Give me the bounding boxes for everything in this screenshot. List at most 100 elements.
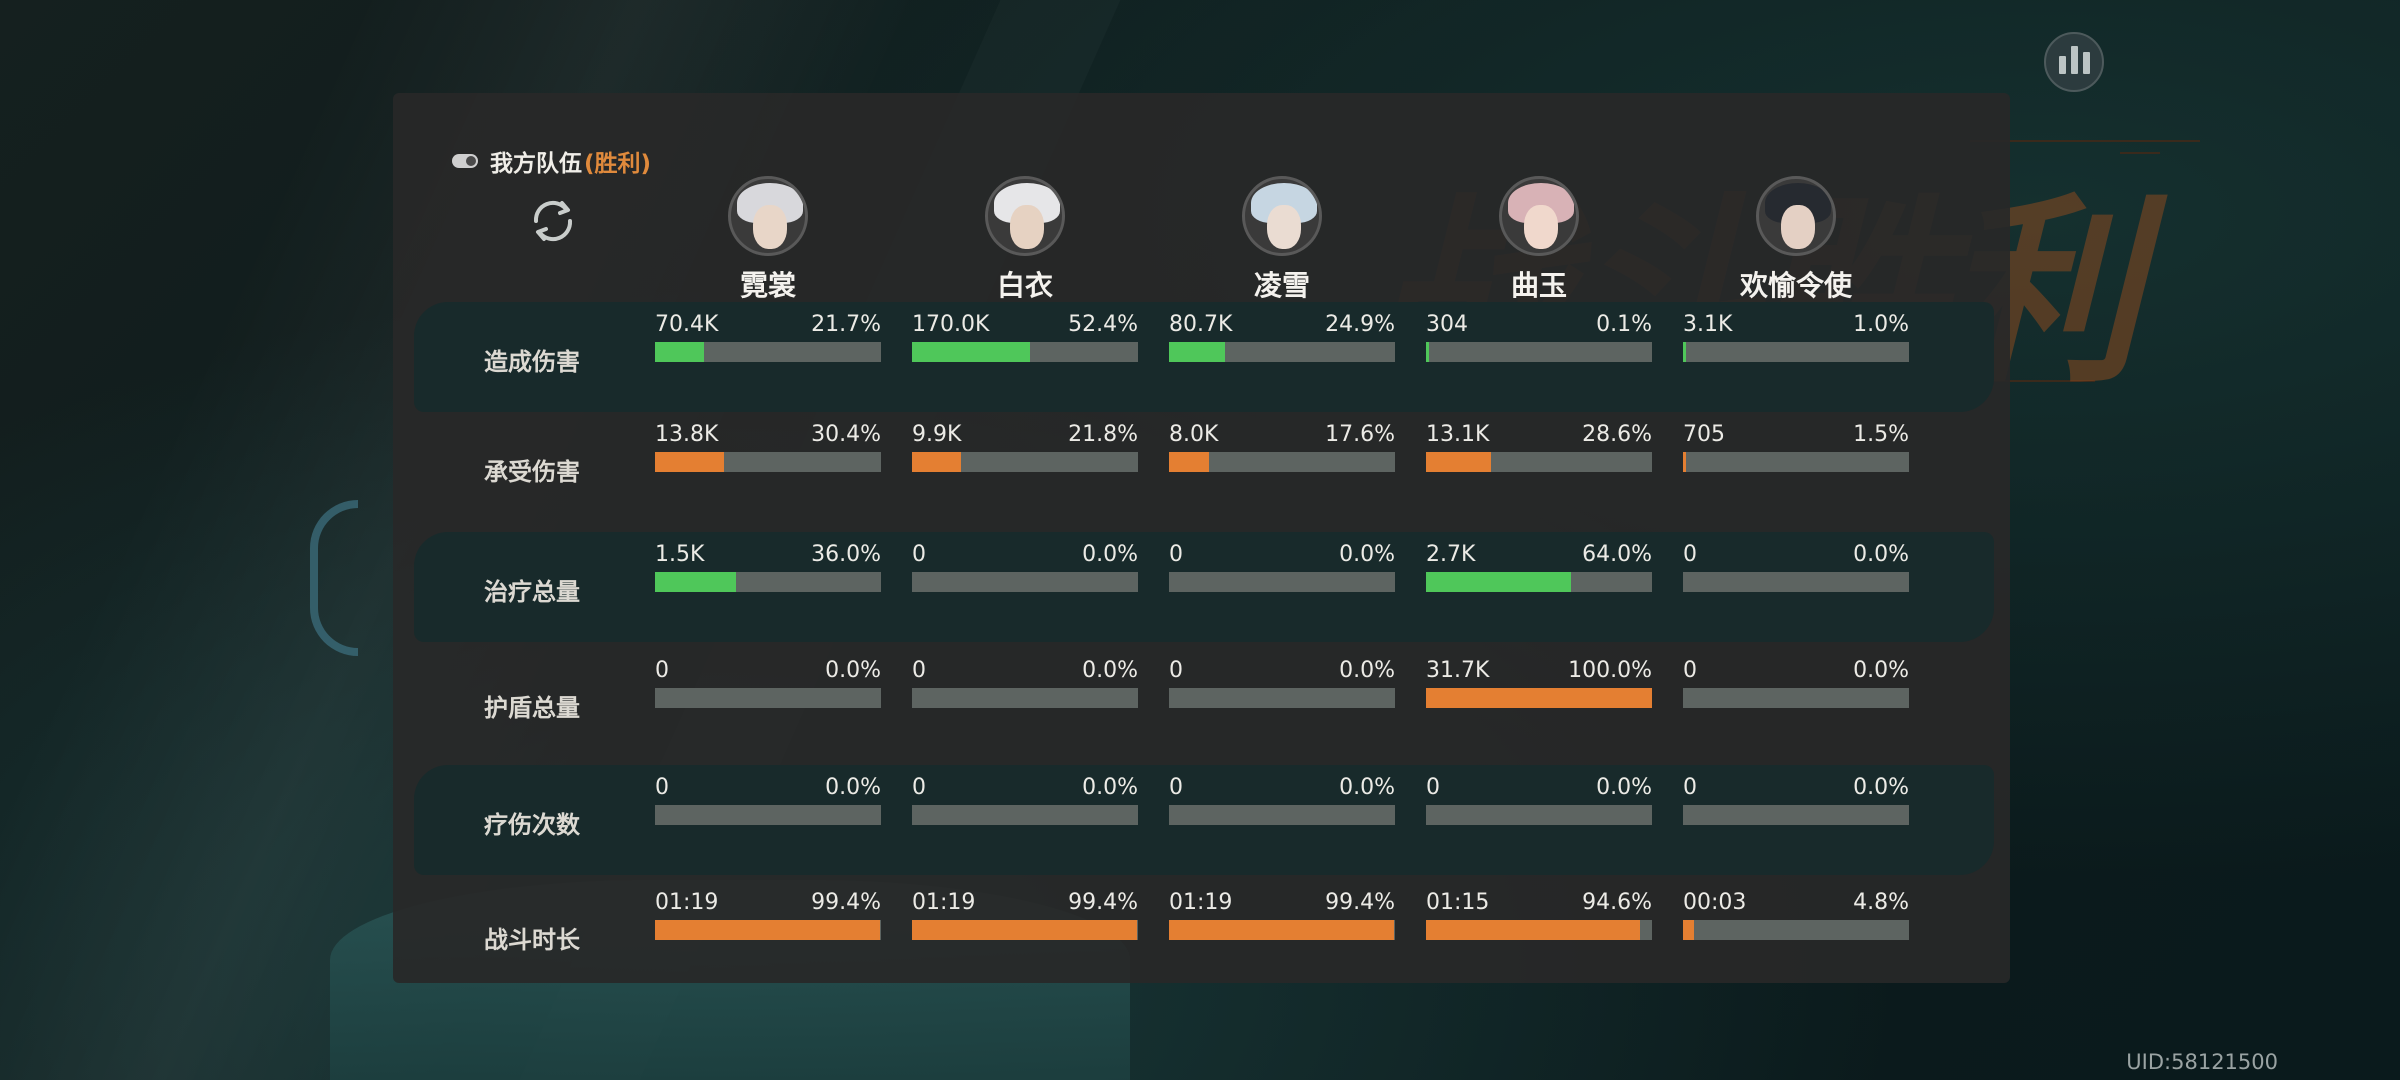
stat-bar-fill [1683,452,1687,472]
stat-bar-fill [912,342,1031,362]
stat-bar-fill [1683,920,1694,940]
stat-percent: 100.0% [1568,658,1652,683]
stat-bar-fill [1426,452,1491,472]
character-art-ribbon [310,500,358,656]
stat-bar [655,920,881,940]
character-column-0[interactable]: 霓裳 [655,176,881,304]
stat-bar [1683,688,1909,708]
stat-value: 0 [1169,542,1183,567]
bar-chart-icon[interactable] [2044,32,2104,92]
stat-value: 0 [1426,775,1440,800]
toggle-icon[interactable] [452,154,478,168]
stat-value: 705 [1683,422,1725,447]
stat-value: 01:19 [912,890,976,915]
stat-value: 304 [1426,312,1468,337]
stat-bar [655,688,881,708]
stat-row-label: 造成伤害 [484,348,580,376]
stat-row-label: 治疗总量 [484,578,580,606]
refresh-icon-graphic [533,200,573,242]
stat-bar-fill [655,572,737,592]
stat-percent: 24.9% [1325,312,1395,337]
character-avatar[interactable] [1756,176,1836,256]
stat-bar [1169,452,1395,472]
stat-bar-fill [1683,342,1687,362]
stat-value: 0 [1683,658,1697,683]
stat-percent: 99.4% [1068,890,1138,915]
stat-value: 0 [1169,658,1183,683]
character-column-4[interactable]: 欢愉令使 [1683,176,1909,304]
stat-bar [1426,572,1652,592]
stat-bar-fill [1169,342,1226,362]
stat-percent: 0.0% [1853,542,1909,567]
stat-value: 170.0K [912,312,990,337]
stat-bar [1683,920,1909,940]
stat-percent: 0.0% [1853,775,1909,800]
stat-value: 00:03 [1683,890,1747,915]
stat-value: 0 [1683,775,1697,800]
stat-percent: 0.0% [825,775,881,800]
stat-value: 01:19 [655,890,719,915]
stat-percent: 0.0% [1339,658,1395,683]
uid-label: UID:58121500 [2126,1050,2278,1074]
stat-bar-fill [1426,920,1640,940]
stat-value: 70.4K [655,312,719,337]
stat-row: 疗伤次数 0 0.0% 0 0.0% 0 0.0% 0 0.0% 0 0.0% [414,765,1994,875]
stat-percent: 52.4% [1068,312,1138,337]
stat-value: 13.8K [655,422,719,447]
stat-row: 造成伤害 70.4K 21.7% 170.0K 52.4% 80.7K 24.9% 304 0.… [414,302,1994,412]
stat-bar [1683,452,1909,472]
frame-line-top [1970,140,2200,142]
stat-percent: 0.0% [1596,775,1652,800]
stat-bar-fill [655,920,880,940]
stat-row: 治疗总量 1.5K 36.0% 0 0.0% 0 0.0% 2.7K 64.0% 0 0.0% [414,532,1994,642]
stat-value: 2.7K [1426,542,1476,567]
character-avatar[interactable] [985,176,1065,256]
team-header: 我方队伍 (胜利) [452,144,651,178]
stat-row: 战斗时长 01:19 99.4% 01:19 99.4% 01:19 99.4% 01:15 9… [414,880,1994,990]
stat-row-label: 承受伤害 [484,458,580,486]
stat-bar [1169,572,1395,592]
stat-percent: 1.0% [1853,312,1909,337]
stat-percent: 0.0% [1339,775,1395,800]
character-avatar[interactable] [728,176,808,256]
stat-value: 3.1K [1683,312,1733,337]
stat-value: 0 [1169,775,1183,800]
stat-percent: 21.7% [811,312,881,337]
stat-percent: 0.0% [1853,658,1909,683]
stat-bar-fill [655,452,724,472]
stat-percent: 21.8% [1068,422,1138,447]
stat-value: 01:15 [1426,890,1490,915]
character-avatar[interactable] [1242,176,1322,256]
stat-bar-fill [1426,342,1430,362]
stat-value: 9.9K [912,422,962,447]
stat-percent: 94.6% [1582,890,1652,915]
stat-bar [1426,805,1652,825]
character-name: 曲玉 [1510,269,1567,302]
stat-bar-fill [1169,452,1209,472]
stat-bar [1683,572,1909,592]
stat-bar [912,688,1138,708]
character-column-2[interactable]: 凌雪 [1169,176,1395,304]
stat-value: 80.7K [1169,312,1233,337]
character-column-3[interactable]: 曲玉 [1426,176,1652,304]
stat-bar [1169,920,1395,940]
refresh-icon[interactable] [525,196,581,246]
stat-percent: 64.0% [1582,542,1652,567]
stat-bar [655,452,881,472]
stat-bar-fill [1169,920,1394,940]
character-name: 凌雪 [1253,269,1310,302]
stat-value: 1.5K [655,542,705,567]
team-result: (胜利) [584,151,652,177]
stat-bar [912,342,1138,362]
stat-value: 0 [655,775,669,800]
stat-row: 承受伤害 13.8K 30.4% 9.9K 21.8% 8.0K 17.6% 13.1K 28.… [414,412,1994,522]
character-name: 霓裳 [739,269,796,302]
stat-percent: 17.6% [1325,422,1395,447]
stat-bar [912,920,1138,940]
stat-row-label: 战斗时长 [484,926,580,954]
character-avatar[interactable] [1499,176,1579,256]
stat-row-label: 疗伤次数 [484,811,580,839]
character-column-1[interactable]: 白衣 [912,176,1138,304]
stat-row: 护盾总量 0 0.0% 0 0.0% 0 0.0% 31.7K 100.0% 0 0.0% [414,648,1994,758]
stat-percent: 0.0% [1082,658,1138,683]
